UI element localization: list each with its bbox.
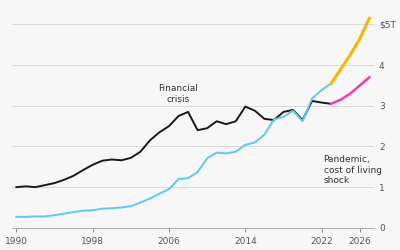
Text: Financial
crisis: Financial crisis — [158, 84, 198, 104]
Text: Pandemic,
cost of living
shock: Pandemic, cost of living shock — [324, 155, 382, 185]
